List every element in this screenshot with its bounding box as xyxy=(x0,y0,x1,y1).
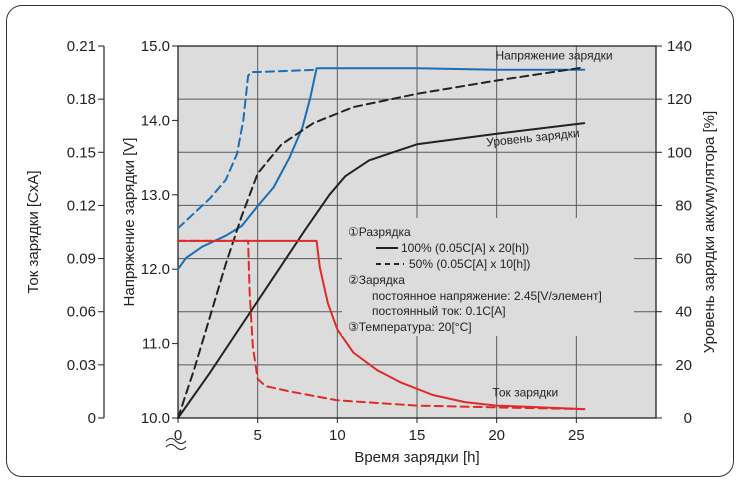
series-line-voltage-100 xyxy=(177,67,586,271)
annotation-charge-voltage: постоянное напряжение: 2.45[V/элемент] xyxy=(372,289,602,303)
y-tick-label-level: 140 xyxy=(667,38,692,55)
y-tick-label-level: 40 xyxy=(675,304,692,321)
y-tick-label-level: 120 xyxy=(667,91,692,108)
y-tick-label-current: 0.18 xyxy=(67,91,96,108)
y-tick-label-current: 0.03 xyxy=(67,357,96,374)
annotation-charge-current: постоянный ток: 0.1C[A] xyxy=(372,304,506,318)
y-tick-label-current: 0.15 xyxy=(67,144,96,161)
x-tick-label: 20 xyxy=(488,427,505,444)
axis-break-mark xyxy=(165,444,187,450)
annotation-temperature: ③Температура: 20[°C] xyxy=(348,320,472,334)
y-tick-label-level: 60 xyxy=(675,251,692,268)
series-line-current-100 xyxy=(177,239,586,411)
y-tick-label-voltage: 10.0 xyxy=(141,410,170,427)
y-tick-label-voltage: 12.0 xyxy=(141,261,170,278)
conditions-annotation: ①Разрядка 100% (0.05C[A] x 20[h]) 50% (0… xyxy=(342,218,634,336)
series-label-current: Ток зарядки xyxy=(492,386,558,400)
y-tick-label-voltage: 11.0 xyxy=(142,336,170,353)
annotation-background xyxy=(342,218,634,336)
series-line-level-100 xyxy=(177,122,586,419)
y-tick-label-voltage: 14.0 xyxy=(141,112,170,129)
series-line-level-50 xyxy=(177,66,586,419)
x-tick-label: 15 xyxy=(409,427,426,444)
annotation-discharge-50: 50% (0.05C[A] x 10[h]) xyxy=(409,257,530,271)
axis-break-mark xyxy=(165,438,187,444)
y-tick-label-level: 100 xyxy=(667,144,692,161)
y-axis-title-level: Уровень зарядки аккумулятора [%] xyxy=(701,111,718,353)
y-tick-label-voltage: 15.0 xyxy=(141,38,170,55)
axes: 0 5 10 15 20 25 0 0.03 0.06 0.09 0.12 0.15 0.18 0.21 1… xyxy=(67,38,692,450)
x-tick-label: 5 xyxy=(253,427,261,444)
y-tick-label-level: 0 xyxy=(684,410,692,427)
series-label-voltage: Напряжение зарядки xyxy=(495,48,612,62)
annotation-discharge-title: ①Разрядка xyxy=(348,225,411,239)
y-tick-label-current: 0.09 xyxy=(67,251,96,268)
y-axis-title-current: Ток зарядки [CxA] xyxy=(25,170,42,293)
series-lines xyxy=(177,66,586,419)
x-tick-label: 10 xyxy=(329,427,346,444)
x-axis-title: Время зарядки [h] xyxy=(354,449,479,466)
series-line-current-50 xyxy=(177,239,586,411)
y-tick-label-voltage: 13.0 xyxy=(141,187,170,204)
y-tick-label-level: 20 xyxy=(675,357,692,374)
x-tick-label: 25 xyxy=(568,427,585,444)
annotation-discharge-100: 100% (0.05C[A] x 20[h]) xyxy=(401,241,529,255)
x-tick-label: 0 xyxy=(174,427,182,444)
series-line-voltage-50 xyxy=(177,68,318,230)
y-axis-title-voltage: Напряжение зарядки [V] xyxy=(121,138,138,307)
y-tick-label-current: 0.21 xyxy=(67,38,96,55)
y-tick-label-current: 0 xyxy=(88,410,96,427)
y-tick-label-current: 0.06 xyxy=(67,304,96,321)
y-tick-label-current: 0.12 xyxy=(67,197,96,214)
annotation-charge-title: ②Зарядка xyxy=(348,273,405,287)
y-tick-label-level: 80 xyxy=(675,197,692,214)
